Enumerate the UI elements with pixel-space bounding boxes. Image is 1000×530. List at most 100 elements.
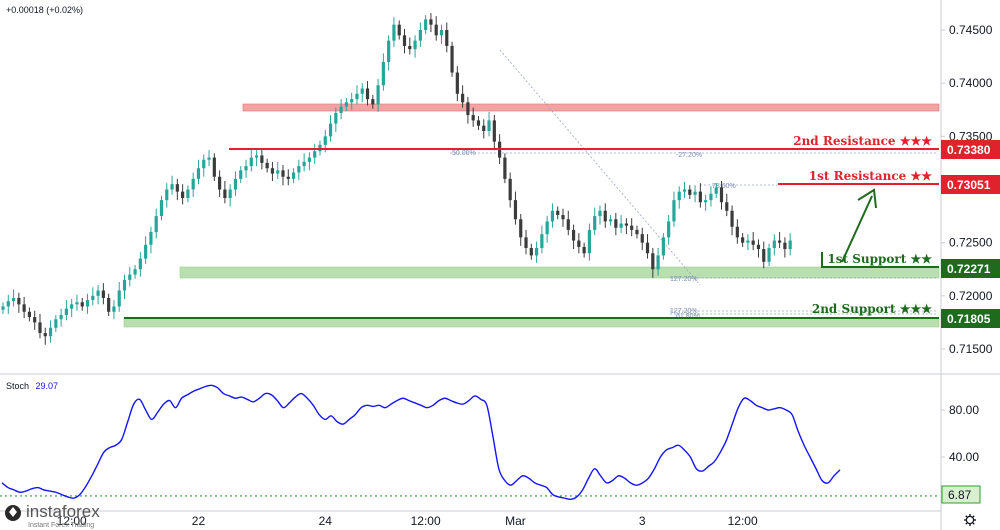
stoch-tick-label: 40.00	[949, 450, 979, 464]
candle	[11, 289, 16, 307]
candle	[709, 186, 713, 207]
time-tick-label: 3	[639, 514, 646, 528]
fib-label-3: 78.60%	[712, 183, 736, 190]
candle	[313, 143, 317, 164]
candle	[228, 184, 232, 207]
candle	[656, 247, 660, 276]
price-change-readout: +0.00018 (+0.02%)	[6, 5, 83, 15]
candle	[725, 193, 729, 217]
candle	[730, 205, 734, 236]
stoch-title: Stoch 29.07	[6, 381, 58, 391]
candle	[122, 274, 127, 300]
candle	[239, 166, 243, 184]
candle	[434, 16, 438, 41]
candle	[154, 208, 158, 239]
resistance-2-price-tag: 0.73380	[941, 140, 1000, 159]
resistance-2-label: 2nd Resistance ★★★	[793, 134, 932, 148]
candle	[302, 153, 306, 172]
candle	[476, 116, 481, 130]
candle	[577, 233, 581, 254]
candle	[767, 243, 771, 267]
candle	[286, 169, 290, 186]
fib-label-4: 127.20%	[670, 276, 698, 283]
candle	[191, 172, 195, 197]
candle	[260, 148, 264, 170]
candle	[117, 282, 121, 312]
candle	[43, 327, 47, 345]
time-tick-label: Mar	[505, 514, 526, 528]
candle	[6, 294, 10, 314]
candle	[677, 186, 681, 209]
support-2-label: 2nd Support ★★★	[812, 302, 932, 316]
candle	[682, 182, 687, 199]
candle	[212, 153, 216, 181]
candle	[482, 119, 486, 139]
candle	[70, 299, 74, 318]
svg-text:6.87: 6.87	[948, 488, 972, 502]
candle	[112, 300, 116, 320]
svg-text:0.73380: 0.73380	[947, 143, 991, 157]
candle	[704, 194, 708, 211]
svg-text:0.73051: 0.73051	[947, 178, 991, 192]
candle	[735, 219, 739, 244]
candle	[207, 150, 211, 167]
candle	[175, 178, 179, 201]
svg-text:0.72271: 0.72271	[947, 262, 991, 276]
candle	[540, 225, 544, 254]
candle	[593, 207, 597, 236]
candle	[783, 237, 787, 258]
stoch-axis[interactable]: 80.00 40.00	[941, 403, 979, 464]
candle	[54, 314, 58, 332]
candle	[651, 247, 655, 278]
candle	[672, 191, 676, 227]
candle	[96, 285, 100, 305]
candle	[75, 294, 79, 311]
candle	[170, 175, 174, 195]
instaforex-logo: instaforex Instant Forex Trading	[5, 502, 100, 529]
time-tick-label: 22	[192, 514, 206, 528]
candle	[608, 215, 613, 226]
candle	[307, 152, 312, 171]
time-axis[interactable]: 12:00 22 24 12:00 Mar 3 12:00	[57, 514, 758, 528]
price-tick-label: 0.72500	[949, 236, 993, 250]
candle	[466, 96, 470, 124]
candle	[249, 149, 253, 172]
candle	[334, 107, 338, 133]
candle	[424, 15, 428, 35]
price-tick-label: 0.72000	[949, 289, 993, 303]
support-2-price-tag: 0.71805	[941, 309, 1000, 328]
candle	[550, 203, 555, 228]
candle	[714, 183, 718, 199]
candle	[328, 115, 333, 142]
candle	[159, 195, 164, 221]
candle	[455, 66, 459, 102]
candle	[33, 310, 37, 330]
candle	[630, 218, 634, 237]
candle	[138, 252, 142, 277]
candle	[545, 216, 549, 243]
candle	[270, 161, 275, 181]
candle	[450, 41, 454, 77]
stoch-tick-label: 80.00	[949, 403, 979, 417]
gear-icon[interactable]	[964, 514, 976, 526]
candle	[371, 94, 375, 109]
candle	[556, 206, 560, 220]
candle	[350, 92, 354, 110]
candle	[48, 320, 53, 343]
candle	[408, 37, 412, 55]
candle	[661, 233, 665, 260]
candle	[698, 183, 702, 208]
candle	[186, 185, 190, 203]
candle	[387, 35, 391, 71]
candle	[667, 215, 671, 245]
watermark-tagline: Instant Forex Trading	[28, 522, 94, 529]
candle	[524, 229, 528, 255]
candle	[339, 99, 343, 120]
candle	[181, 184, 185, 205]
candle	[635, 225, 639, 239]
fib-trend-line	[499, 49, 701, 286]
candle	[614, 212, 618, 236]
candle	[365, 81, 370, 106]
candle	[85, 293, 90, 314]
